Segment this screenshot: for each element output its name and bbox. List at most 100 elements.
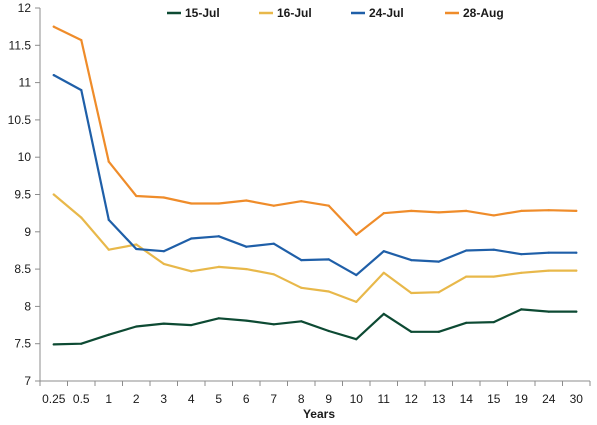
legend-item-28-aug: 28-Aug — [445, 6, 504, 20]
data-point — [162, 250, 165, 253]
data-point — [492, 214, 495, 217]
data-point — [107, 218, 110, 221]
data-point — [300, 320, 303, 323]
data-point — [162, 196, 165, 199]
data-point — [80, 216, 83, 219]
data-point — [327, 329, 330, 333]
data-point — [135, 194, 138, 198]
chart-legend: 15-Jul 16-Jul 24-Jul 28-Aug — [167, 6, 504, 20]
y-axis: 7 7.5 8 8.5 9 9.5 10 10.5 11 11.5 12 — [8, 1, 41, 388]
data-point — [52, 193, 55, 196]
data-point — [575, 269, 578, 272]
data-point — [547, 310, 550, 313]
y-tick-label: 11 — [19, 76, 32, 90]
data-point — [547, 269, 550, 272]
data-point — [272, 323, 275, 326]
data-point — [272, 242, 275, 245]
data-point — [382, 271, 385, 274]
x-tick-label: 19 — [515, 392, 529, 406]
data-point — [300, 259, 303, 262]
data-point — [547, 251, 550, 254]
series-28-aug — [52, 25, 578, 236]
data-point — [272, 273, 275, 276]
data-point — [437, 291, 440, 294]
data-point — [245, 199, 248, 202]
data-point — [190, 202, 193, 205]
x-tick-label: 0.5 — [73, 392, 90, 406]
series-line-28-aug — [52, 25, 578, 236]
data-point — [382, 250, 385, 253]
x-axis-title: Years — [303, 407, 335, 421]
data-point — [80, 88, 83, 92]
x-tick-label: 7 — [270, 392, 277, 406]
y-tick-label: 10 — [18, 150, 32, 164]
x-tick-label: 3 — [160, 392, 167, 406]
data-point — [52, 343, 55, 346]
data-point — [492, 275, 495, 278]
legend-item-24-jul: 24-Jul — [351, 6, 404, 20]
y-tick-label: 7.5 — [14, 337, 31, 351]
data-point — [355, 300, 358, 304]
data-point — [575, 251, 578, 254]
data-point — [465, 275, 468, 278]
data-point — [327, 258, 330, 261]
data-point — [437, 211, 440, 214]
x-tick-label: 1 — [105, 392, 112, 406]
data-point — [80, 38, 83, 42]
data-point — [162, 262, 165, 265]
x-tick-label: 10 — [350, 392, 364, 406]
series-24-jul — [52, 73, 578, 277]
legend-item-16-jul: 16-Jul — [259, 6, 312, 20]
data-point — [492, 248, 495, 251]
data-point — [575, 209, 578, 213]
data-point — [575, 310, 578, 313]
data-point — [437, 260, 440, 263]
x-tick-label: 0.25 — [42, 392, 66, 406]
series-15-jul — [52, 308, 578, 346]
data-point — [300, 286, 303, 289]
data-point — [217, 235, 220, 238]
data-point — [217, 265, 220, 268]
x-tick-label: 24 — [542, 392, 556, 406]
y-tick-label: 10.5 — [8, 113, 32, 127]
data-point — [107, 333, 110, 336]
data-point — [355, 233, 358, 236]
data-point — [355, 338, 358, 341]
series-line-15-jul — [52, 308, 578, 346]
x-tick-label: 9 — [325, 392, 332, 406]
y-tick-label: 11.5 — [9, 38, 32, 52]
series-layer — [52, 25, 578, 346]
y-tick-label: 9.5 — [14, 188, 31, 202]
data-point — [190, 237, 193, 240]
x-tick-label: 15 — [487, 392, 501, 406]
data-point — [465, 209, 468, 213]
data-point — [520, 253, 523, 256]
y-tick-label: 9 — [24, 225, 31, 239]
data-point — [135, 243, 138, 246]
data-point — [410, 259, 413, 262]
data-point — [217, 317, 220, 320]
data-point — [410, 209, 413, 213]
x-tick-label: 30 — [570, 392, 584, 406]
x-tick-label: 13 — [432, 392, 446, 406]
x-tick-label: 6 — [243, 392, 250, 406]
y-tick-label: 8.5 — [14, 262, 31, 276]
data-point — [355, 273, 358, 277]
data-point — [135, 247, 138, 251]
data-point — [190, 270, 193, 273]
data-point — [52, 74, 55, 77]
x-tick-label: 12 — [405, 392, 419, 406]
data-point — [135, 325, 138, 328]
x-tick-label: 5 — [215, 392, 222, 406]
data-point — [52, 25, 55, 28]
data-point — [465, 249, 468, 252]
data-point — [410, 330, 413, 333]
data-point — [327, 290, 330, 293]
series-line-24-jul — [52, 73, 578, 277]
data-point — [245, 245, 248, 248]
data-point — [190, 323, 193, 327]
data-point — [107, 248, 110, 251]
data-point — [437, 330, 440, 333]
legend-item-15-jul: 15-Jul — [167, 6, 220, 20]
